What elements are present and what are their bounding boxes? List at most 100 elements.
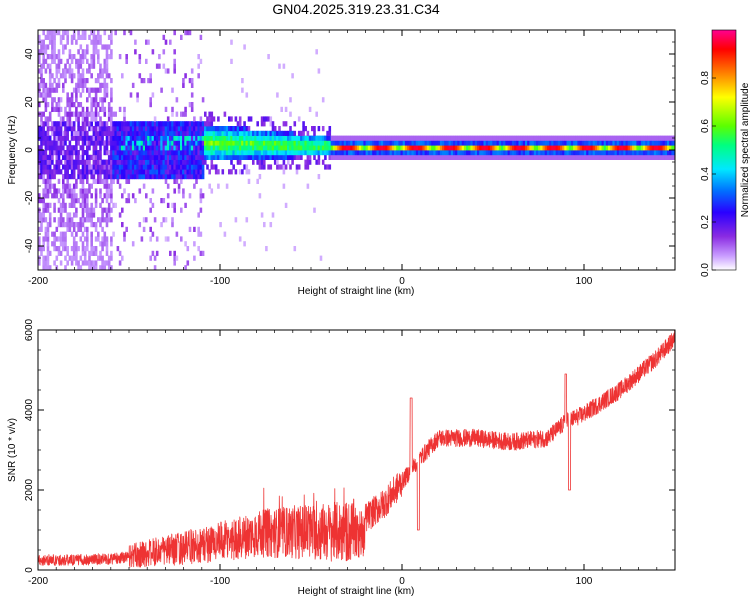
- heatmap-cell: [343, 154, 347, 160]
- heatmap-cell: [57, 126, 61, 132]
- heatmap-cell: [68, 188, 72, 194]
- heatmap-cell: [289, 164, 292, 170]
- heatmap-cell: [315, 145, 318, 151]
- heatmap-cell: [614, 140, 618, 146]
- heatmap-cell: [40, 111, 43, 117]
- heatmap-cell: [81, 121, 85, 127]
- heatmap-cell: [107, 183, 111, 189]
- heatmap-cell: [121, 126, 124, 132]
- heatmap-cell: [162, 198, 166, 204]
- heatmap-cell: [79, 73, 83, 79]
- heatmap-cell: [315, 49, 318, 55]
- heatmap-cell: [97, 140, 100, 146]
- heatmap-cell: [92, 207, 96, 213]
- heatmap-cell: [208, 154, 211, 160]
- heatmap-cell: [94, 121, 98, 127]
- heatmap-cell: [577, 150, 580, 156]
- heatmap-cell: [75, 198, 78, 204]
- heatmap-cell: [77, 102, 80, 108]
- heatmap-cell: [81, 135, 85, 141]
- heatmap-cell: [57, 102, 61, 108]
- heatmap-cell: [40, 222, 43, 228]
- heatmap-cell: [121, 159, 124, 165]
- heatmap-cell: [302, 135, 305, 141]
- heatmap-cell: [361, 140, 364, 146]
- heatmap-cell: [147, 150, 150, 156]
- heatmap-cell: [90, 73, 93, 79]
- heatmap-cell: [169, 130, 172, 136]
- heatmap-cell: [608, 150, 611, 156]
- heatmap-cell: [134, 159, 137, 165]
- heatmap-cell: [42, 159, 45, 165]
- heatmap-cell: [103, 87, 107, 93]
- heatmap-cell: [138, 164, 142, 170]
- heatmap-cell: [83, 236, 87, 242]
- heatmap-cell: [258, 145, 262, 151]
- heatmap-cell: [97, 130, 100, 136]
- heatmap-cell: [81, 130, 85, 136]
- heatmap-cell: [94, 116, 98, 122]
- heatmap-cell: [221, 154, 225, 160]
- heatmap-cell: [53, 193, 56, 199]
- heatmap-cell: [601, 154, 605, 160]
- heatmap-cell: [636, 135, 639, 141]
- heatmap-cell: [107, 159, 111, 165]
- heatmap-cell: [180, 111, 183, 117]
- heatmap-cell: [422, 135, 425, 141]
- heatmap-cell: [90, 140, 93, 146]
- heatmap-cell: [99, 217, 102, 223]
- heatmap-cell: [153, 174, 157, 180]
- heatmap-cell: [88, 207, 91, 213]
- heatmap-cell: [245, 92, 249, 98]
- heatmap-cell: [79, 217, 83, 223]
- heatmap-cell: [44, 154, 48, 160]
- heatmap-cell: [129, 130, 133, 136]
- heatmap-cell: [193, 140, 196, 146]
- heatmap-cell: [88, 68, 91, 74]
- heatmap-cell: [354, 135, 358, 141]
- heatmap-cell: [529, 154, 532, 160]
- heatmap-cell: [131, 135, 135, 141]
- heatmap-cell: [238, 121, 242, 127]
- heatmap-cell: [83, 246, 87, 252]
- heatmap-cell: [236, 154, 240, 160]
- heatmap-cell: [560, 150, 563, 156]
- heatmap-cell: [107, 73, 111, 79]
- heatmap-cell: [193, 145, 196, 151]
- heatmap-cell: [575, 154, 578, 160]
- heatmap-cell: [147, 130, 150, 136]
- heatmap-cell: [42, 30, 45, 36]
- heatmap-cell: [562, 145, 565, 151]
- heatmap-cell: [188, 78, 192, 84]
- heatmap-cell: [86, 78, 89, 84]
- heatmap-cell: [97, 236, 100, 242]
- heatmap-cell: [533, 135, 537, 141]
- heatmap-cell: [496, 150, 500, 156]
- heatmap-cell: [278, 135, 281, 141]
- heatmap-cell: [158, 63, 161, 69]
- heatmap-cell: [317, 68, 321, 74]
- heatmap-cell: [249, 135, 253, 141]
- heatmap-cell: [420, 154, 423, 160]
- heatmap-cell: [649, 145, 653, 151]
- heatmap-cell: [214, 126, 218, 132]
- heatmap-cell: [470, 150, 473, 156]
- heatmap-cell: [494, 145, 498, 151]
- heatmap-cell: [184, 164, 187, 170]
- heatmap-cell: [221, 145, 225, 151]
- heatmap-cell: [121, 169, 124, 175]
- heatmap-cell: [533, 150, 537, 156]
- heatmap-cell: [64, 140, 67, 146]
- heatmap-cell: [328, 164, 332, 170]
- heatmap-cell: [232, 150, 235, 156]
- heatmap-cell: [42, 49, 45, 55]
- heatmap-cell: [112, 159, 115, 165]
- heatmap-cell: [291, 73, 294, 79]
- heatmap-cell: [197, 154, 200, 160]
- heatmap-cell: [90, 111, 93, 117]
- heatmap-cell: [70, 97, 74, 103]
- heatmap-cell: [428, 154, 432, 160]
- heatmap-cell: [81, 202, 85, 208]
- heatmap-cell: [627, 140, 631, 146]
- heatmap-cell: [79, 92, 83, 98]
